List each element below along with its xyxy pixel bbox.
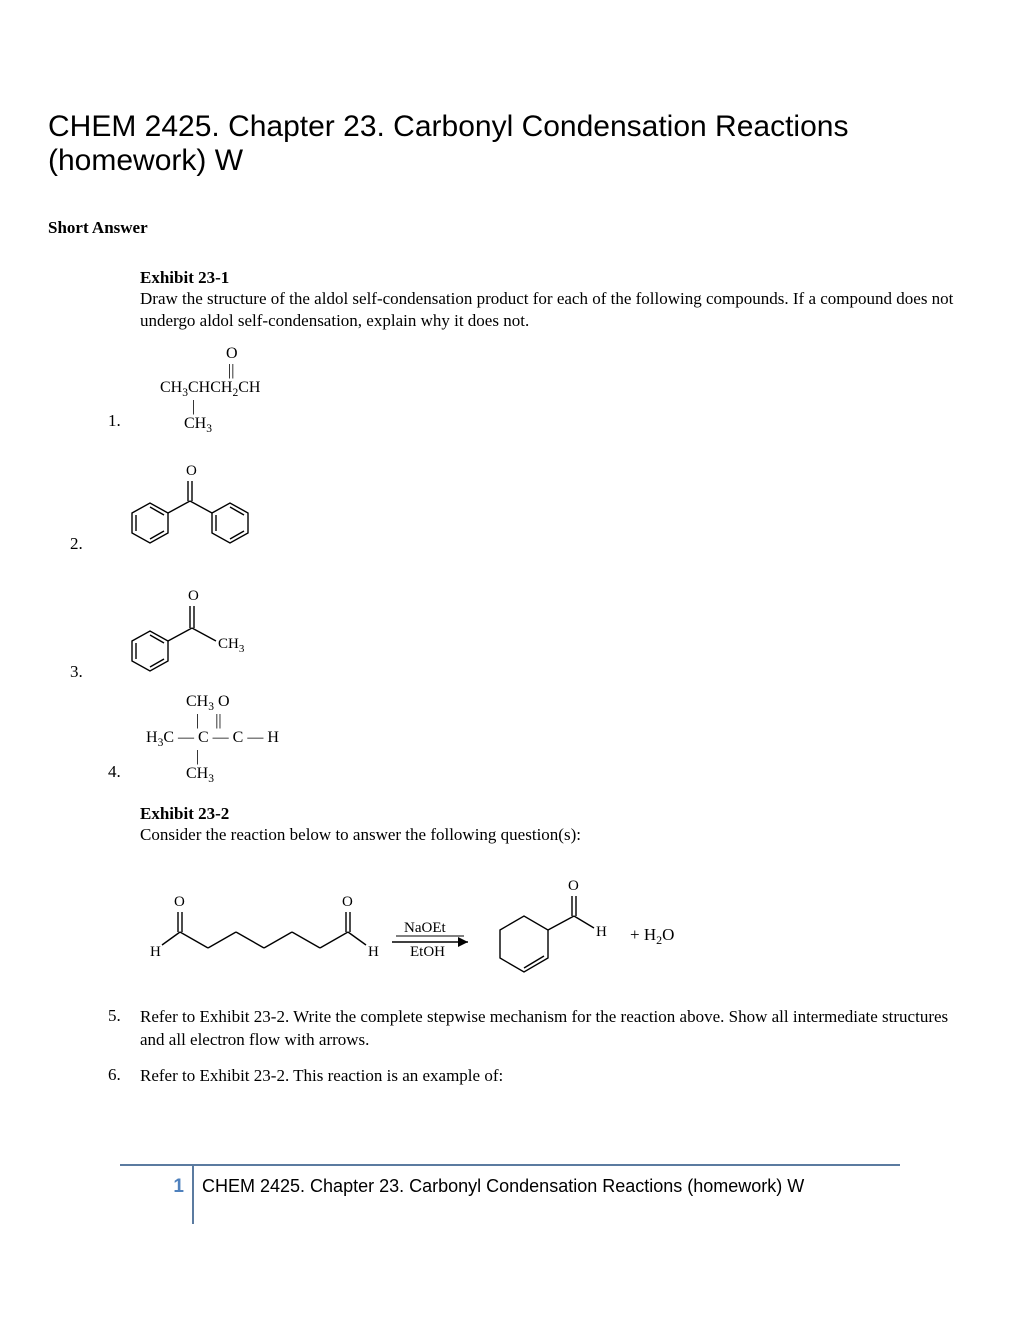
svg-text:CH3: CH3 bbox=[218, 636, 245, 655]
structure-4: CH3 O | || H3C — C — C — H | CH3 bbox=[140, 694, 279, 785]
exhibit-23-2: Exhibit 23-2 Consider the reaction below… bbox=[140, 804, 972, 846]
structure-1: O || CH3CHCH2CH | CH3 bbox=[140, 346, 260, 435]
reaction-scheme: O O H H NaOEt EtOH O H bbox=[140, 860, 972, 990]
reagent-bottom: EtOH bbox=[410, 944, 445, 960]
structure-2: O bbox=[102, 443, 302, 558]
question-5: 5. Refer to Exhibit 23-2. Write the comp… bbox=[108, 1006, 972, 1052]
exhibit-title: Exhibit 23-2 bbox=[140, 804, 972, 824]
svg-text:H: H bbox=[368, 944, 379, 960]
page-number: 1 bbox=[120, 1166, 194, 1224]
question-number: 5. bbox=[108, 1006, 140, 1026]
section-heading: Short Answer bbox=[48, 218, 972, 238]
question-number: 1. bbox=[108, 411, 140, 435]
question-text: Refer to Exhibit 23-2. This reaction is … bbox=[140, 1065, 503, 1088]
svg-text:O: O bbox=[568, 878, 579, 894]
exhibit-title: Exhibit 23-1 bbox=[140, 268, 972, 288]
plus-water: + H2O bbox=[630, 925, 674, 947]
svg-text:H: H bbox=[596, 924, 607, 940]
page-title: CHEM 2425. Chapter 23. Carbonyl Condensa… bbox=[48, 110, 972, 178]
svg-text:O: O bbox=[174, 894, 185, 910]
reagent-top: NaOEt bbox=[404, 920, 446, 936]
question-3: 3. bbox=[70, 566, 972, 686]
footer-title: CHEM 2425. Chapter 23. Carbonyl Condensa… bbox=[194, 1166, 804, 1224]
page: CHEM 2425. Chapter 23. Carbonyl Condensa… bbox=[0, 0, 1020, 1320]
question-6: 6. Refer to Exhibit 23-2. This reaction … bbox=[108, 1065, 972, 1088]
question-number: 6. bbox=[108, 1065, 140, 1085]
question-text: Refer to Exhibit 23-2. Write the complet… bbox=[140, 1006, 960, 1052]
svg-text:O: O bbox=[188, 588, 199, 604]
exhibit-23-1: Exhibit 23-1 Draw the structure of the a… bbox=[140, 268, 972, 332]
question-list-2: 5. Refer to Exhibit 23-2. Write the comp… bbox=[108, 1006, 972, 1089]
question-4: 4. CH3 O | || H3C — C — C — H | CH3 bbox=[108, 694, 972, 785]
question-list: 1. O || CH3CHCH2CH | CH3 2. bbox=[108, 346, 972, 785]
exhibit-body: Consider the reaction below to answer th… bbox=[140, 824, 972, 846]
page-footer: 1 CHEM 2425. Chapter 23. Carbonyl Conden… bbox=[0, 1164, 1020, 1224]
question-2: 2. bbox=[70, 443, 972, 558]
svg-text:O: O bbox=[342, 894, 353, 910]
question-number: 2. bbox=[70, 534, 102, 558]
exhibit-body: Draw the structure of the aldol self-con… bbox=[140, 288, 972, 332]
svg-text:H: H bbox=[150, 944, 161, 960]
question-number: 4. bbox=[108, 762, 140, 786]
question-number: 3. bbox=[70, 662, 102, 686]
question-1: 1. O || CH3CHCH2CH | CH3 bbox=[108, 346, 972, 435]
svg-text:O: O bbox=[186, 463, 197, 479]
structure-3: O CH3 bbox=[102, 566, 282, 686]
